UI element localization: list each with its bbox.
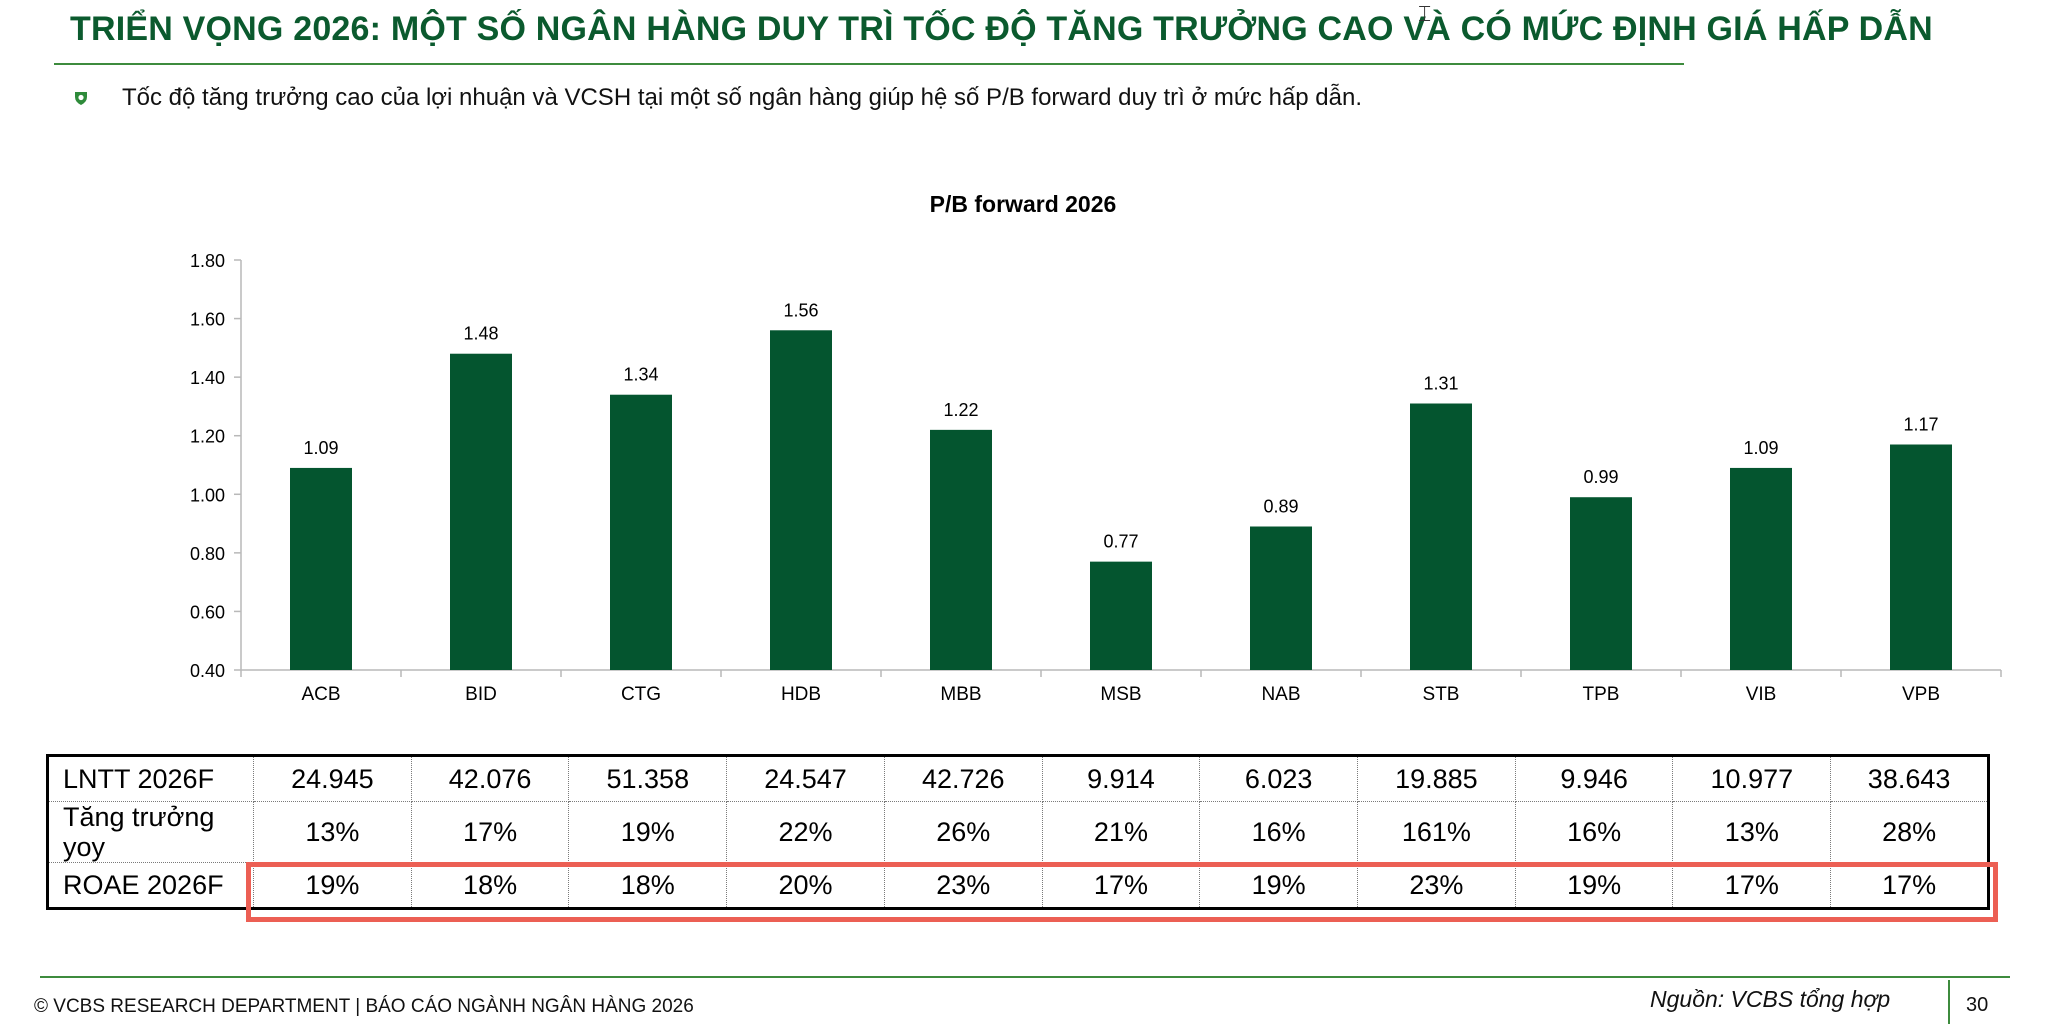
bar [1570, 497, 1632, 670]
table-cell: 10.977 [1672, 755, 1832, 802]
x-tick-label: BID [465, 684, 497, 705]
bullet-row: Tốc độ tăng trưởng cao của lợi nhuận và … [72, 84, 1362, 112]
bar [930, 429, 992, 670]
table-cell: 13% [1672, 801, 1832, 863]
table-cell: 20% [726, 862, 885, 909]
roae-highlight-box [246, 862, 1998, 922]
bar [770, 330, 832, 670]
bar [1250, 526, 1312, 670]
row-label: LNTT 2026F [47, 755, 254, 802]
x-tick-label: MSB [1100, 684, 1141, 705]
row-label-line: yoy [63, 832, 106, 862]
y-tick-label: 1.60 [190, 310, 225, 330]
x-tick-label: CTG [621, 684, 661, 705]
x-tick-label: TPB [1583, 684, 1620, 705]
table-cell: 42.726 [884, 755, 1043, 802]
x-tick-label: VPB [1902, 684, 1940, 705]
table-cell: 19% [568, 801, 728, 863]
table-cell: 51.358 [568, 755, 728, 802]
table-cell: 24.547 [726, 755, 885, 802]
bar [450, 353, 512, 670]
table-row: LNTT 2026F 24.945 42.076 51.358 24.547 42.726… [47, 755, 1989, 802]
table-cell: 18% [568, 862, 728, 909]
bar-value-label: 1.09 [303, 438, 338, 458]
table-cell: 17% [411, 801, 570, 863]
table-cell: 161% [1357, 801, 1516, 863]
table-cell: 19% [1515, 862, 1674, 909]
bar [1730, 467, 1792, 670]
table-row: ROAE 2026F 19% 18% 18% 20% 23% 17% 19% 23% 19% 17%… [47, 862, 1989, 909]
y-tick-label: 1.80 [190, 251, 225, 271]
table-cell: 24.945 [253, 755, 412, 802]
pb-bar-chart: P/B forward 2026 0.40 0.60 0.80 1.00 1.20 1.4… [190, 191, 2002, 705]
x-tick-label: HDB [781, 684, 821, 705]
table-cell: 17% [1882, 869, 1937, 900]
table-cell: 23% [884, 862, 1043, 909]
table-row: Tăng trưởng yoy 13% 17% 19% 22% 26% 21% 16% 161% 1… [47, 801, 1989, 863]
bar-value-label: 1.56 [783, 300, 818, 320]
bar [610, 394, 672, 670]
x-tick-label: NAB [1261, 684, 1300, 705]
chart-title: P/B forward 2026 [930, 191, 1117, 217]
row-label: ROAE 2026F [47, 862, 254, 909]
source-note: Nguồn: VCBS tổng hợp [1650, 986, 1891, 1012]
bar-value-label: 0.77 [1103, 532, 1138, 552]
table-cell: 16% [1515, 801, 1674, 863]
table-cell: 9.946 [1515, 755, 1674, 802]
bar-value-label: 1.48 [463, 324, 498, 344]
table-cell: 28% [1830, 801, 1989, 863]
footer-copyright: © VCBS RESEARCH DEPARTMENT | BÁO CÁO NGÀ… [34, 996, 694, 1017]
text-cursor-icon: ⌶ [1418, 2, 1432, 27]
bar [1410, 403, 1472, 670]
page-title: TRIỂN VỌNG 2026: MỘT SỐ NGÂN HÀNG DUY TR… [70, 10, 1933, 48]
table-cell: 23% [1357, 862, 1516, 909]
table-cell: 9.914 [1042, 755, 1201, 802]
shield-bullet-icon [75, 92, 87, 105]
y-tick-label: 1.20 [190, 427, 225, 447]
bar-value-label: 1.17 [1903, 415, 1938, 435]
table-cell: 42.076 [411, 755, 570, 802]
x-tick-label: MBB [940, 684, 981, 705]
y-tick-label: 1.40 [190, 368, 225, 388]
bar [1090, 561, 1152, 670]
row-label: Tăng trưởng yoy [47, 801, 254, 863]
y-tick-label: 1.00 [190, 485, 225, 505]
bar-value-label: 0.99 [1583, 467, 1618, 487]
table-cell: 6.023 [1199, 755, 1359, 802]
bar-value-label: 1.31 [1423, 374, 1458, 394]
table-cell: 26% [884, 801, 1043, 863]
y-tick-label: 0.80 [190, 544, 225, 564]
footer-divider [40, 976, 2010, 978]
table-cell: 18% [411, 862, 570, 909]
title-divider [54, 63, 1684, 65]
footer-vertical-divider [1948, 980, 1950, 1024]
bar [1890, 444, 1952, 670]
table-cell: 13% [253, 801, 412, 863]
bar-value-label: 1.22 [943, 400, 978, 420]
table-cell: 19% [1199, 862, 1359, 909]
table-cell: 17% [1672, 862, 1832, 909]
table-cell: 19.885 [1357, 755, 1516, 802]
bar-value-label: 1.34 [623, 365, 658, 385]
y-tick-label: 0.40 [190, 661, 225, 681]
bullet-text: Tốc độ tăng trưởng cao của lợi nhuận và … [122, 84, 1363, 111]
table-cell: 38.643 [1830, 755, 1989, 802]
table-cell: 17% [1042, 862, 1201, 909]
table-cell: 16% [1199, 801, 1359, 863]
bank-metrics-table: LNTT 2026F 24.945 42.076 51.358 24.547 42.726… [46, 754, 1990, 910]
bar-value-label: 0.89 [1263, 497, 1298, 517]
x-tick-label: ACB [301, 684, 340, 705]
table-cell: 19% [253, 862, 412, 909]
x-tick-label: VIB [1746, 684, 1777, 705]
table-cell: 21% [1042, 801, 1201, 863]
table-cell: 22% [726, 801, 885, 863]
row-label-line: Tăng trưởng [63, 802, 215, 832]
y-tick-label: 0.60 [190, 602, 225, 622]
x-tick-label: STB [1423, 684, 1460, 705]
page-number: 30 [1966, 994, 1989, 1016]
bar-value-label: 1.09 [1743, 438, 1778, 458]
bar [290, 467, 352, 670]
